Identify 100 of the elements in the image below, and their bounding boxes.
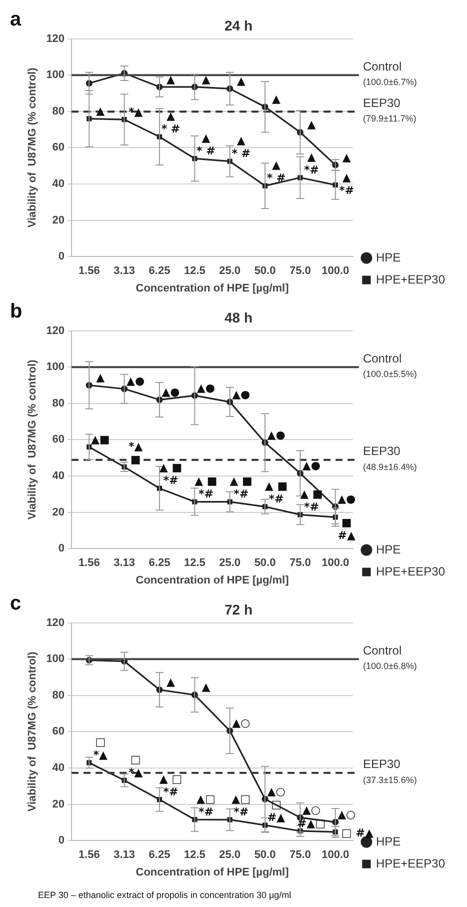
x-tick-label: 3.13 [114, 557, 136, 570]
x-tick-label: 12.5 [184, 265, 206, 278]
x-tick-label: 25.0 [219, 849, 241, 862]
ref-line-label: Control (100.0±6.8%) [362, 643, 417, 672]
y-tick-label: 80 [52, 689, 65, 702]
annotation: ▲ [166, 110, 176, 123]
x-tick-label: 3.13 [114, 265, 136, 278]
annotation: *▲ [93, 748, 108, 762]
y-tick-label: 40 [52, 470, 65, 482]
annotation: *# [163, 474, 178, 488]
annotation: * # [266, 172, 286, 185]
y-tick-label: 100 [46, 653, 65, 666]
y-tick-label: 0 [58, 250, 65, 263]
annotation: ▲ [272, 92, 282, 106]
text: EEP 30 – ethanolic extract of propolis in concentration 30 µg/ml [38, 890, 292, 900]
annotation: *# [304, 500, 319, 514]
annotation: ▲ [342, 150, 352, 164]
annotation: * # [196, 144, 216, 158]
annotation: *▲ [128, 766, 144, 780]
y-tick-label: 120 [46, 616, 65, 629]
annotation: ▲● [302, 459, 320, 472]
text: c [10, 592, 22, 615]
annotation: ▲ [342, 170, 352, 184]
annotation: ▲○ [338, 808, 356, 821]
x-tick-label: 75.0 [289, 557, 311, 570]
legend-label: HPE+EEP30 [376, 272, 446, 286]
y-axis-title: Viability of U87MG (% control) [26, 359, 39, 520]
annotation: * # [161, 122, 180, 136]
x-tick-label: 100.0 [322, 849, 350, 862]
annotation: ▲ [202, 131, 211, 144]
y-tick-label: 20 [52, 506, 65, 518]
annotation: #▲□ [297, 816, 326, 830]
x-axis-title: Concentration of HPE [µg/ml] [136, 866, 290, 878]
y-tick-label: 40 [52, 762, 65, 774]
annotation: ▲ [236, 74, 246, 88]
x-tick-label: 6.25 [148, 557, 170, 570]
y-tick-label: 120 [46, 324, 65, 337]
annotation: ▲ ■ [230, 474, 252, 488]
annotation: ▲ ■ [300, 488, 323, 501]
annotation: ▲ [166, 72, 176, 86]
annotation: #▲ [267, 811, 286, 824]
annotation: ▲● [126, 374, 145, 388]
annotation: ▲○ [302, 803, 320, 816]
x-tick-label: 75.0 [289, 265, 311, 278]
x-tick-label: 1.56 [78, 557, 100, 570]
legend-label: HPE+EEP30 [376, 564, 446, 578]
annotation: ▲ [307, 150, 316, 164]
annotation: ▲● [196, 381, 215, 394]
x-tick-label: 25.0 [219, 557, 241, 570]
annotation: *# [268, 492, 284, 506]
legend-label: HPE [376, 250, 401, 264]
annotation: ▲ ■ [264, 480, 288, 493]
annotation: *# [163, 785, 178, 798]
x-tick-label: 1.56 [78, 849, 100, 862]
y-tick-label: 0 [58, 834, 65, 847]
x-tick-label: 3.13 [114, 849, 136, 862]
y-tick-label: 40 [52, 178, 65, 190]
annotation: *▲ [128, 105, 144, 118]
y-tick-label: 60 [52, 434, 65, 446]
y-tick-label: 100 [46, 361, 65, 374]
annotation: ▲● [162, 386, 180, 399]
y-axis-title: Viability of U87MG (% control) [26, 67, 39, 228]
text: a [10, 8, 22, 31]
annotation: ▲● [232, 388, 250, 401]
annotation: *# [234, 806, 249, 819]
annotation: ▲□ [196, 792, 216, 806]
y-tick-label: 0 [58, 542, 65, 555]
x-tick-label: 12.5 [184, 557, 206, 570]
x-tick-label: 100.0 [322, 265, 350, 278]
annotation: ▲○ [232, 716, 250, 730]
legend-label: HPE+EEP30 [376, 856, 446, 870]
legend-label: HPE [376, 834, 401, 848]
annotation: ▲ ■ [194, 474, 218, 488]
text: b [10, 300, 22, 323]
annotation: ▲ [272, 158, 282, 172]
y-tick-label: 80 [52, 105, 65, 118]
y-tick-label: 20 [52, 798, 65, 810]
annotation: *# [198, 488, 214, 501]
annotation: ▲ [166, 676, 176, 689]
x-tick-label: 50.0 [254, 265, 276, 278]
y-tick-label: 60 [52, 142, 65, 154]
annotation: ▲ □ [159, 772, 182, 786]
annotation: *▲ [128, 440, 144, 453]
legend-label: HPE [376, 542, 401, 556]
ref-line-label: Control (100.0±6.7%) [362, 59, 417, 88]
x-tick-label: 25.0 [219, 265, 241, 278]
annotation: *# [339, 184, 354, 197]
ref-line-label: Control (100.0±5.5%) [362, 351, 417, 380]
annotation: ▲ [202, 680, 211, 694]
y-tick-label: 80 [52, 397, 65, 410]
x-tick-label: 6.25 [148, 265, 170, 278]
x-tick-label: 75.0 [289, 849, 311, 862]
annotation: *# [198, 805, 214, 818]
annotation: #▲ [338, 529, 356, 542]
annotation: ▲● [267, 428, 286, 442]
y-tick-label: 60 [52, 726, 65, 738]
annotation: ▲ [96, 371, 106, 384]
annotation: ▲ [202, 72, 211, 86]
y-axis-title: Viability of U87MG (% control) [26, 651, 39, 812]
y-tick-label: 100 [46, 69, 65, 82]
